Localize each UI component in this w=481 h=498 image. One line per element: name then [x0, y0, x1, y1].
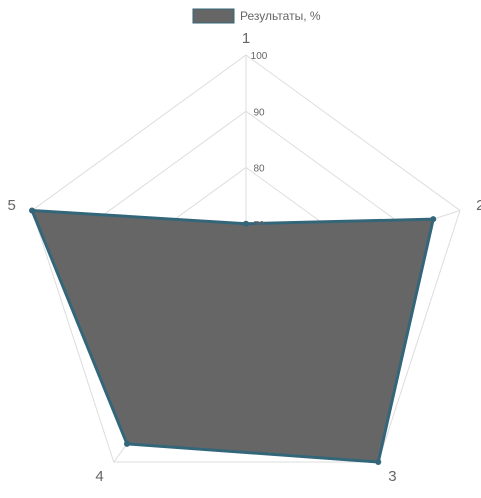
- point-label-3: 3: [388, 468, 396, 485]
- data-point-3[interactable]: [375, 459, 382, 466]
- data-point-2[interactable]: [430, 216, 437, 223]
- data-point-4[interactable]: [123, 440, 130, 447]
- series-area: [30, 208, 435, 464]
- point-label-4: 4: [95, 468, 103, 485]
- tick-label-100: 100: [251, 51, 268, 62]
- tick-label-80: 80: [253, 164, 265, 175]
- legend-label: Результаты, %: [240, 9, 321, 23]
- legend[interactable]: Результаты, %: [192, 8, 321, 24]
- data-point-5[interactable]: [29, 207, 36, 214]
- series-layer: [29, 207, 437, 466]
- point-labels: 1 2 3 4 5: [8, 30, 481, 485]
- point-label-5: 5: [8, 197, 16, 214]
- data-point-1[interactable]: [243, 220, 249, 227]
- tick-label-90: 90: [253, 107, 265, 118]
- point-label-1: 1: [242, 30, 250, 47]
- tick-label-70: 70: [253, 220, 265, 231]
- legend-swatch: [192, 8, 235, 24]
- point-label-2: 2: [476, 197, 481, 214]
- grid-ring-100: [31, 54, 461, 463]
- tick-labels: 70 80 90 100: [251, 51, 268, 231]
